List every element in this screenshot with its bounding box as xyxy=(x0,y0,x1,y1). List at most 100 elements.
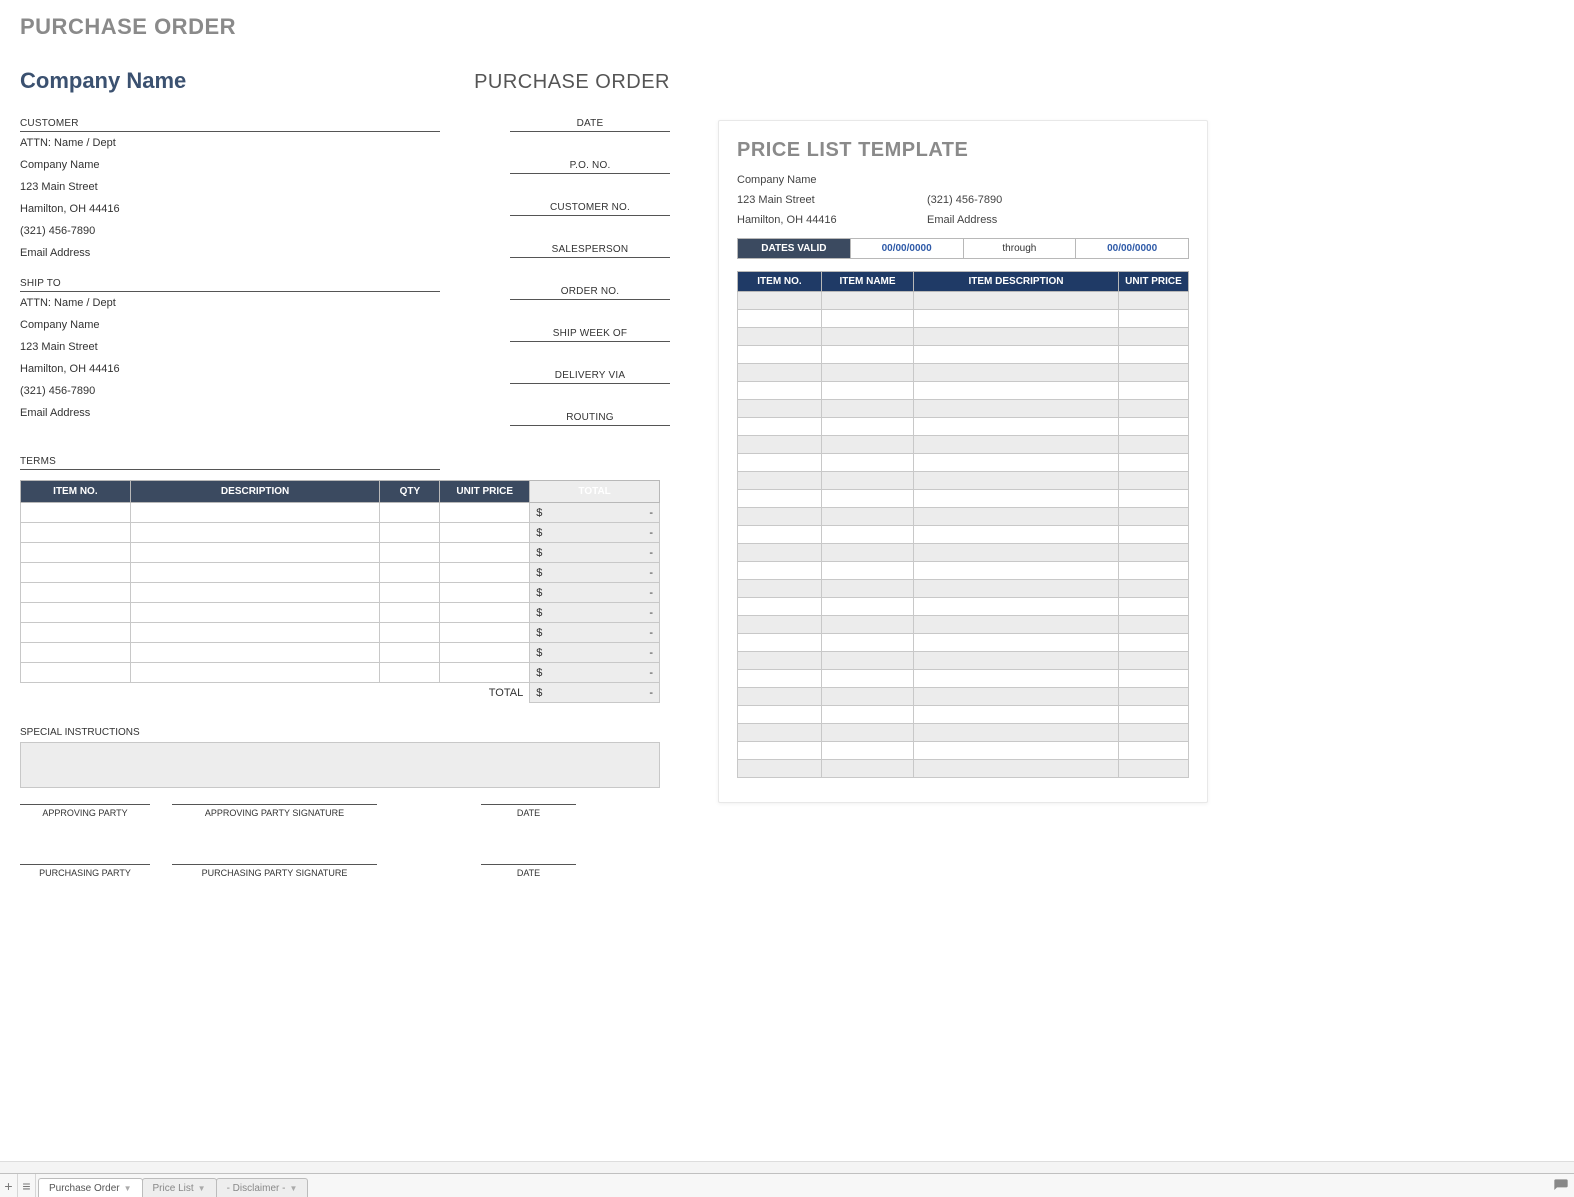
table-row[interactable] xyxy=(738,598,1189,616)
po-total-label: TOTAL xyxy=(21,683,530,703)
purchase-order-document: PURCHASE ORDER Company Name PURCHASE ORD… xyxy=(20,10,680,878)
table-row[interactable] xyxy=(738,364,1189,382)
tab-purchase-order[interactable]: Purchase Order▼ xyxy=(38,1178,143,1197)
po-total-value: $- xyxy=(530,683,660,703)
purchasing-date-label: DATE xyxy=(481,864,576,878)
table-row[interactable] xyxy=(738,562,1189,580)
shipto-city: Hamilton, OH 44416 xyxy=(20,358,440,380)
customer-label: CUSTOMER xyxy=(20,112,440,132)
customer-city: Hamilton, OH 44416 xyxy=(20,198,440,220)
all-sheets-button[interactable]: ≡ xyxy=(18,1174,36,1197)
table-row[interactable]: $- xyxy=(21,543,660,563)
price-list-card: PRICE LIST TEMPLATE Company Name 123 Mai… xyxy=(718,120,1208,803)
table-row[interactable] xyxy=(738,490,1189,508)
table-row[interactable] xyxy=(738,580,1189,598)
table-row[interactable]: $- xyxy=(21,503,660,523)
pl-col-header: ITEM NAME xyxy=(822,272,914,292)
price-list-table: ITEM NO.ITEM NAMEITEM DESCRIPTIONUNIT PR… xyxy=(737,271,1189,778)
table-row[interactable]: $- xyxy=(21,663,660,683)
po-col-header: ITEM NO. xyxy=(21,481,131,503)
customer-street: 123 Main Street xyxy=(20,176,440,198)
po-field-label: SALESPERSON xyxy=(510,238,670,258)
table-row[interactable] xyxy=(738,760,1189,778)
customer-attn: ATTN: Name / Dept xyxy=(20,132,440,154)
tab-price-list[interactable]: Price List▼ xyxy=(142,1178,217,1197)
dates-valid-from: 00/00/0000 xyxy=(851,239,964,258)
table-row[interactable]: $- xyxy=(21,563,660,583)
table-row[interactable]: $- xyxy=(21,583,660,603)
table-row[interactable] xyxy=(738,346,1189,364)
po-field-label: SHIP WEEK OF xyxy=(510,322,670,342)
table-row[interactable] xyxy=(738,706,1189,724)
add-sheet-button[interactable]: + xyxy=(0,1174,18,1197)
dates-valid-through: through xyxy=(964,239,1077,258)
pl-col-header: UNIT PRICE xyxy=(1119,272,1189,292)
company-name: Company Name xyxy=(20,68,186,94)
table-row[interactable] xyxy=(738,310,1189,328)
approving-party-signature-label: APPROVING PARTY SIGNATURE xyxy=(172,804,377,818)
table-row[interactable] xyxy=(738,526,1189,544)
special-instructions-box[interactable] xyxy=(20,742,660,788)
table-row[interactable]: $- xyxy=(21,643,660,663)
table-row[interactable]: $- xyxy=(21,603,660,623)
purchasing-party-signature-label: PURCHASING PARTY SIGNATURE xyxy=(172,864,377,878)
table-row[interactable] xyxy=(738,454,1189,472)
po-col-header: UNIT PRICE xyxy=(440,481,530,503)
table-row[interactable] xyxy=(738,742,1189,760)
customer-company: Company Name xyxy=(20,154,440,176)
shipto-email: Email Address xyxy=(20,402,440,424)
po-field-label: CUSTOMER NO. xyxy=(510,196,670,216)
shipto-street: 123 Main Street xyxy=(20,336,440,358)
table-row[interactable] xyxy=(738,436,1189,454)
table-row[interactable] xyxy=(738,670,1189,688)
doc-heading: PURCHASE ORDER xyxy=(20,14,670,40)
po-field-label: DATE xyxy=(510,112,670,132)
table-row[interactable] xyxy=(738,382,1189,400)
approving-date-label: DATE xyxy=(481,804,576,818)
shipto-attn: ATTN: Name / Dept xyxy=(20,292,440,314)
po-field-label: ORDER NO. xyxy=(510,280,670,300)
pl-street: 123 Main Street xyxy=(737,190,927,210)
table-row[interactable] xyxy=(738,688,1189,706)
table-row[interactable] xyxy=(738,508,1189,526)
po-title: PURCHASE ORDER xyxy=(474,71,670,94)
special-instructions-label: SPECIAL INSTRUCTIONS xyxy=(20,727,670,738)
table-row[interactable]: $- xyxy=(21,523,660,543)
approving-party-label: APPROVING PARTY xyxy=(20,804,150,818)
shipto-company: Company Name xyxy=(20,314,440,336)
po-col-header: QTY xyxy=(380,481,440,503)
table-row[interactable] xyxy=(738,418,1189,436)
shipto-phone: (321) 456-7890 xyxy=(20,380,440,402)
horizontal-scrollbar[interactable] xyxy=(0,1161,1574,1173)
customer-phone: (321) 456-7890 xyxy=(20,220,440,242)
po-field-label: ROUTING xyxy=(510,406,670,426)
table-row[interactable] xyxy=(738,724,1189,742)
po-field-label: DELIVERY VIA xyxy=(510,364,670,384)
table-row[interactable]: $- xyxy=(21,623,660,643)
table-row[interactable] xyxy=(738,472,1189,490)
table-row[interactable] xyxy=(738,634,1189,652)
purchasing-party-label: PURCHASING PARTY xyxy=(20,864,150,878)
pl-col-header: ITEM NO. xyxy=(738,272,822,292)
terms-label: TERMS xyxy=(20,450,440,470)
dates-valid-label: DATES VALID xyxy=(738,239,851,258)
dates-valid-to: 00/00/0000 xyxy=(1076,239,1188,258)
po-line-items-table: ITEM NO.DESCRIPTIONQTYUNIT PRICETOTAL $-… xyxy=(20,480,660,703)
pl-phone: (321) 456-7890 xyxy=(927,190,1189,210)
dates-valid-row: DATES VALID 00/00/0000 through 00/00/000… xyxy=(737,238,1189,259)
table-row[interactable] xyxy=(738,400,1189,418)
customer-email: Email Address xyxy=(20,242,440,264)
table-row[interactable] xyxy=(738,544,1189,562)
table-row[interactable] xyxy=(738,292,1189,310)
explore-icon[interactable] xyxy=(1548,1174,1574,1197)
pl-col-header: ITEM DESCRIPTION xyxy=(914,272,1119,292)
tab-disclaimer[interactable]: - Disclaimer -▼ xyxy=(216,1178,309,1197)
table-row[interactable] xyxy=(738,652,1189,670)
shipto-label: SHIP TO xyxy=(20,272,440,292)
table-row[interactable] xyxy=(738,616,1189,634)
po-col-header: TOTAL xyxy=(530,481,660,503)
po-col-header: DESCRIPTION xyxy=(130,481,380,503)
sheet-tab-bar: + ≡ Purchase Order▼ Price List▼ - Discla… xyxy=(0,1173,1574,1197)
table-row[interactable] xyxy=(738,328,1189,346)
pl-company: Company Name xyxy=(737,170,1189,190)
